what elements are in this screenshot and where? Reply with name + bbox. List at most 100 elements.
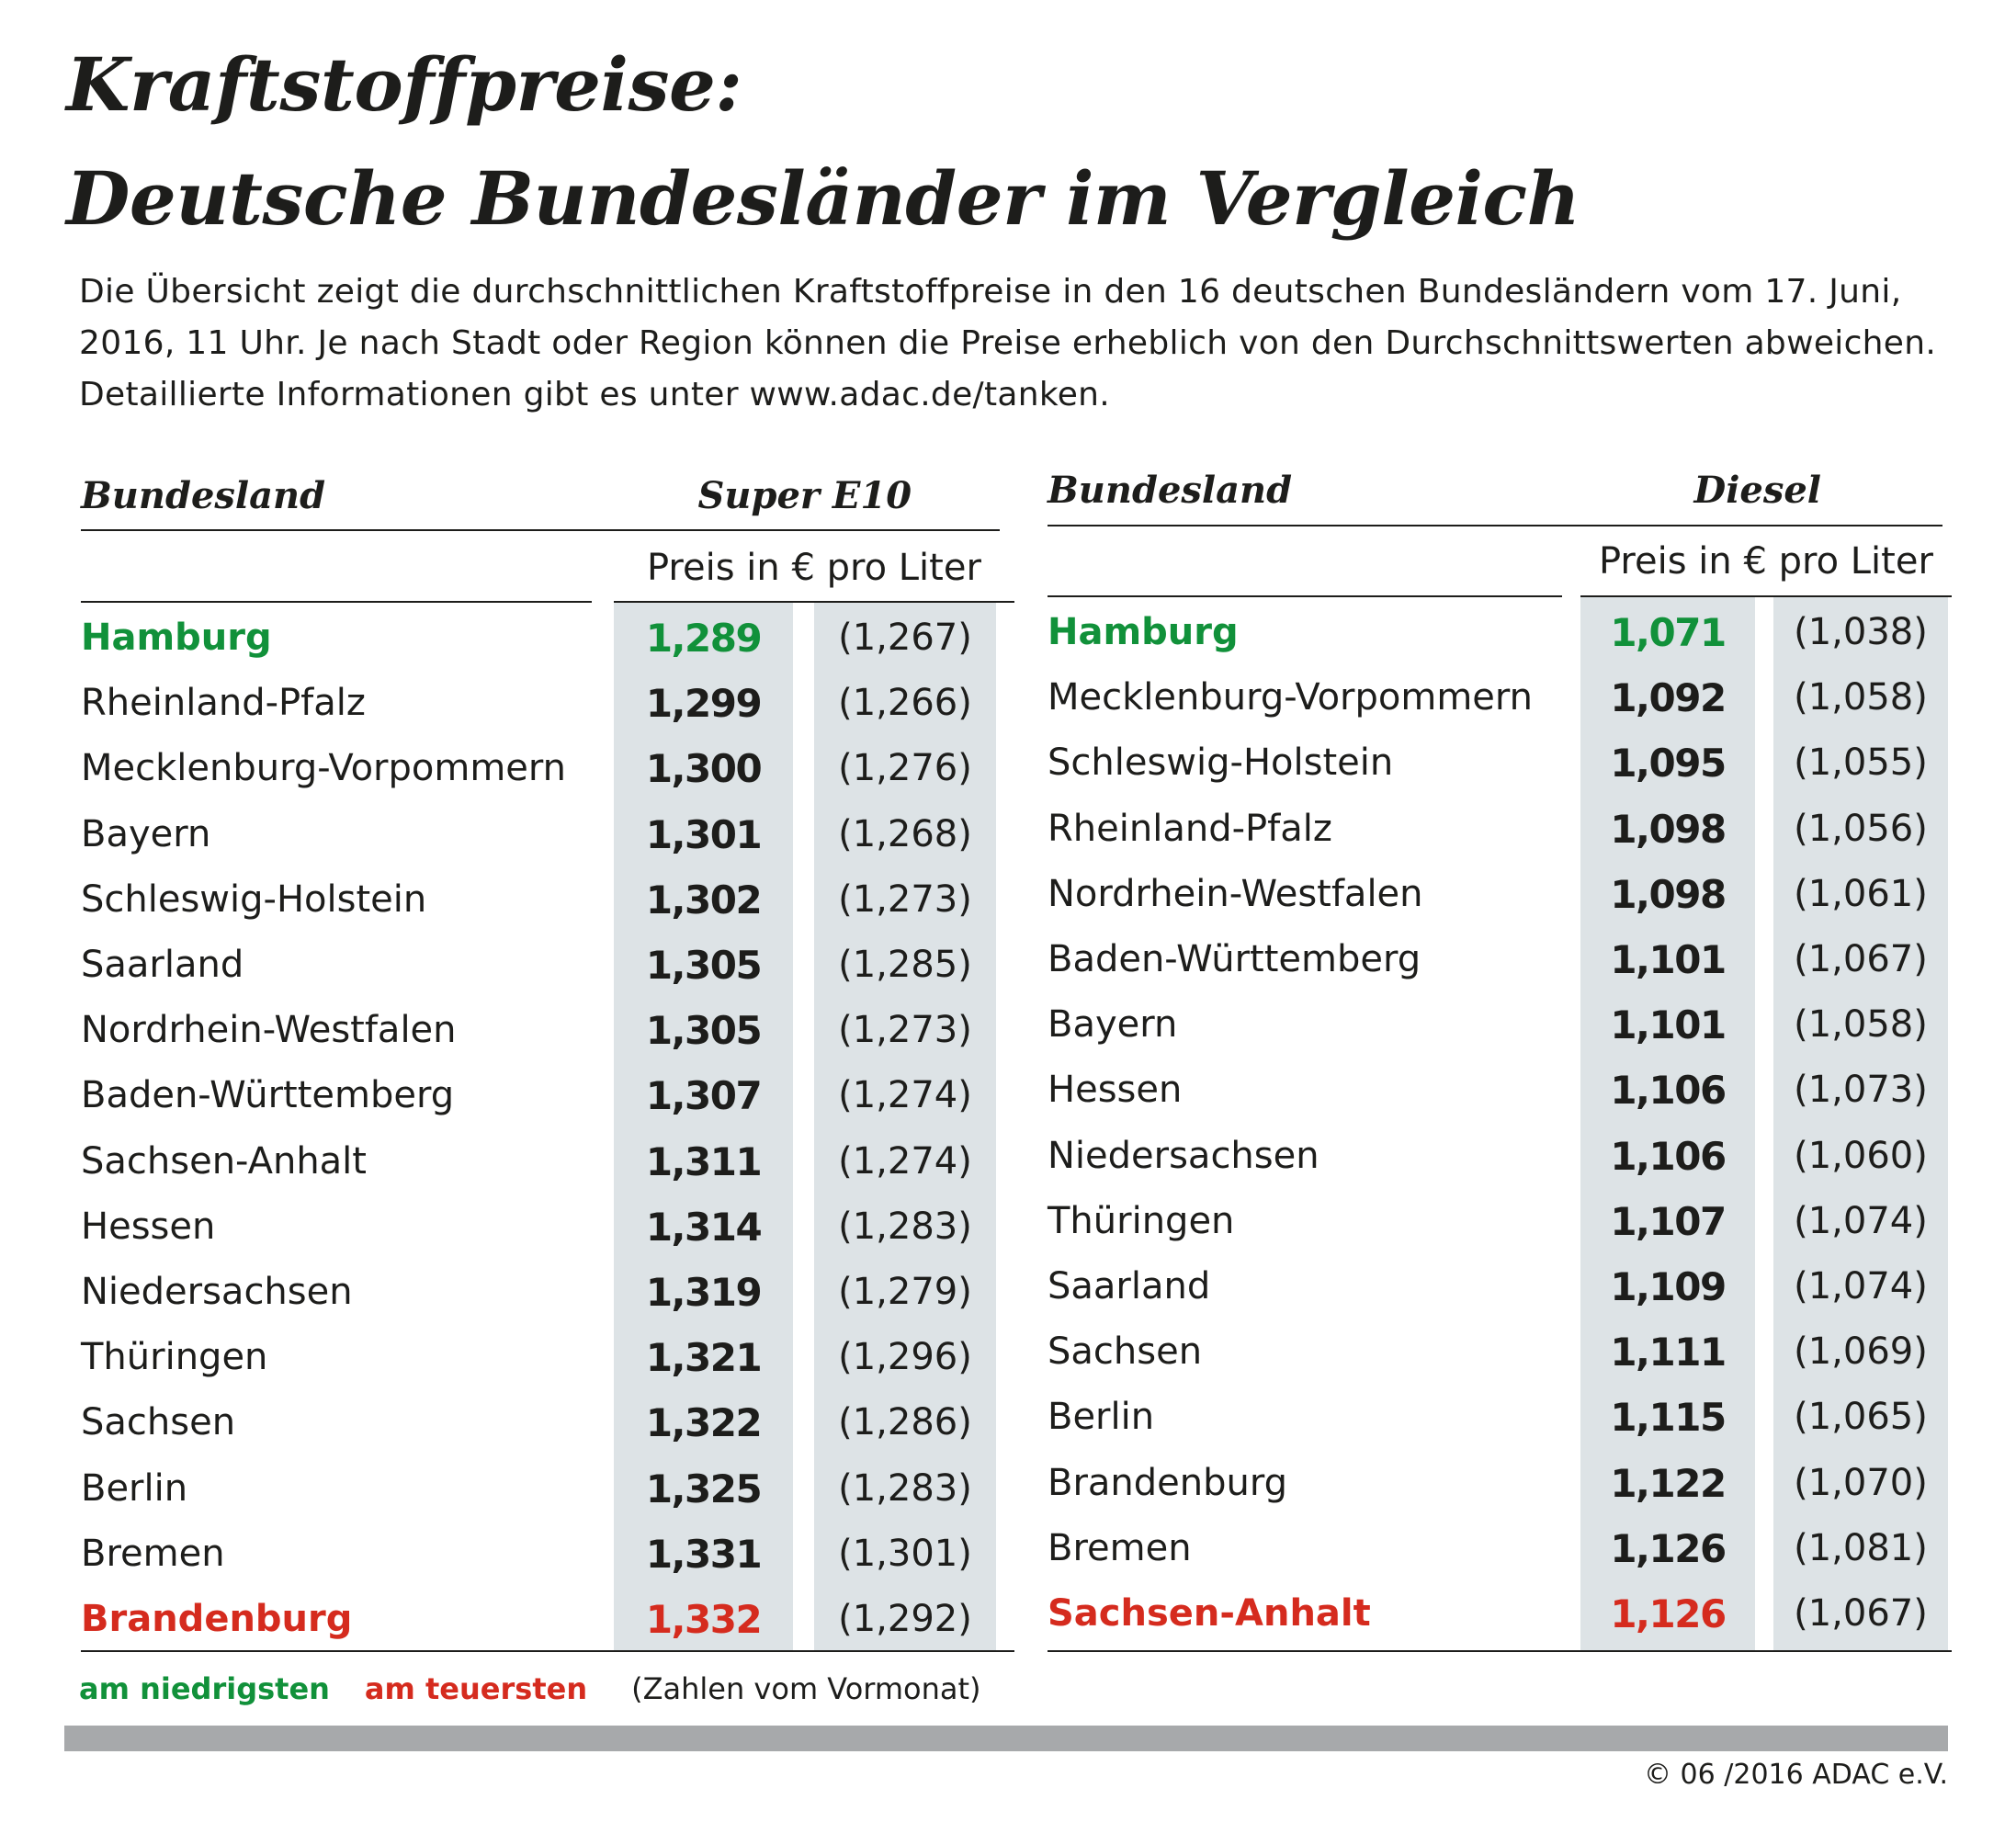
current-price: 1,305	[645, 943, 763, 988]
current-price: 1,101	[1610, 937, 1727, 982]
state-name: Berlin	[1048, 1396, 1155, 1439]
column-header-fuel: Super E10	[697, 474, 912, 517]
table-bottom-rule	[1048, 1650, 1952, 1652]
previous-month-price: (1,296)	[838, 1336, 972, 1379]
current-price: 1,332	[645, 1597, 763, 1642]
current-price: 1,126	[1610, 1525, 1727, 1571]
previous-month-price: (1,056)	[1794, 807, 1928, 850]
state-name: Nordrhein-Westfalen	[81, 1009, 457, 1052]
current-price: 1,300	[645, 746, 763, 792]
previous-month-price: (1,267)	[838, 617, 972, 659]
prev-column-shade	[1773, 597, 1948, 1650]
state-name: Baden-Württemberg	[1048, 938, 1421, 980]
page-title-line-1: Kraftstoffpreise:	[66, 41, 742, 128]
previous-month-price: (1,301)	[838, 1532, 972, 1575]
state-name: Brandenburg	[81, 1598, 353, 1640]
previous-month-price: (1,074)	[1794, 1265, 1928, 1307]
state-name: Baden-Württemberg	[81, 1074, 455, 1117]
current-price: 1,319	[645, 1270, 763, 1315]
state-name: Sachsen-Anhalt	[81, 1139, 367, 1183]
header-rule	[1048, 525, 1942, 526]
previous-month-price: (1,065)	[1794, 1396, 1928, 1439]
state-name: Niedersachsen	[81, 1271, 353, 1313]
state-name: Mecklenburg-Vorpommern	[1048, 676, 1533, 719]
intro-line-1: Die Übersicht zeigt die durchschnittlich…	[79, 273, 1902, 311]
intro-line-3: Detaillierte Informationen gibt es unter…	[79, 376, 1111, 413]
current-price: 1,101	[1610, 1002, 1727, 1048]
legend-note: (Zahlen vom Vormonat)	[631, 1671, 981, 1706]
column-header-fuel: Diesel	[1693, 469, 1822, 512]
previous-month-price: (1,273)	[838, 1009, 972, 1052]
current-price: 1,098	[1610, 871, 1727, 917]
current-price: 1,325	[645, 1466, 763, 1511]
previous-month-price: (1,058)	[1794, 1003, 1928, 1047]
state-name: Nordrhein-Westfalen	[1048, 872, 1423, 915]
previous-month-price: (1,273)	[838, 877, 972, 921]
current-price: 1,098	[1610, 806, 1727, 852]
current-price: 1,122	[1610, 1460, 1727, 1506]
previous-month-price: (1,070)	[1794, 1461, 1928, 1504]
previous-month-price: (1,067)	[1794, 1592, 1928, 1635]
state-name: Hessen	[1048, 1069, 1183, 1112]
current-price: 1,307	[645, 1073, 763, 1119]
state-name: Hamburg	[1048, 611, 1239, 653]
state-name: Berlin	[81, 1466, 188, 1510]
price-column-shade	[1580, 597, 1755, 1650]
state-name: Hessen	[81, 1205, 216, 1248]
subheader-rule-left	[81, 601, 592, 603]
current-price: 1,321	[645, 1335, 763, 1381]
previous-month-price: (1,055)	[1794, 741, 1928, 785]
current-price: 1,095	[1610, 741, 1727, 787]
previous-month-price: (1,069)	[1794, 1330, 1928, 1374]
current-price: 1,311	[645, 1138, 763, 1184]
footer-bar	[64, 1726, 1948, 1751]
unit-subheader: Preis in € pro Liter	[1599, 540, 1933, 583]
current-price: 1,071	[1610, 610, 1727, 655]
state-name: Brandenburg	[1048, 1461, 1287, 1504]
previous-month-price: (1,268)	[838, 812, 972, 855]
subheader-rule-left	[1048, 595, 1562, 597]
state-name: Rheinland-Pfalz	[81, 682, 366, 725]
current-price: 1,109	[1610, 1264, 1727, 1309]
current-price: 1,126	[1610, 1591, 1727, 1636]
intro-line-2: 2016, 11 Uhr. Je nach Stadt oder Region …	[79, 324, 1937, 362]
previous-month-price: (1,283)	[838, 1205, 972, 1248]
previous-month-price: (1,285)	[838, 944, 972, 986]
current-price: 1,115	[1610, 1395, 1727, 1441]
current-price: 1,106	[1610, 1068, 1727, 1114]
previous-month-price: (1,274)	[838, 1139, 972, 1183]
page-title-line-2: Deutsche Bundesländer im Vergleich	[66, 155, 1580, 242]
previous-month-price: (1,279)	[838, 1271, 972, 1313]
state-name: Sachsen-Anhalt	[1048, 1592, 1371, 1635]
previous-month-price: (1,038)	[1794, 611, 1928, 653]
previous-month-price: (1,058)	[1794, 676, 1928, 719]
state-name: Bayern	[1048, 1003, 1178, 1047]
state-name: Thüringen	[81, 1336, 268, 1379]
state-name: Saarland	[1048, 1265, 1211, 1307]
previous-month-price: (1,081)	[1794, 1526, 1928, 1569]
legend-highest: am teuersten	[364, 1671, 588, 1706]
current-price: 1,289	[645, 616, 763, 661]
state-name: Schleswig-Holstein	[1048, 741, 1394, 785]
state-name: Sachsen	[81, 1401, 236, 1444]
current-price: 1,314	[645, 1204, 763, 1250]
current-price: 1,302	[645, 877, 763, 922]
previous-month-price: (1,274)	[838, 1074, 972, 1117]
previous-month-price: (1,061)	[1794, 872, 1928, 915]
current-price: 1,106	[1610, 1133, 1727, 1179]
state-name: Mecklenburg-Vorpommern	[81, 747, 566, 790]
legend: am niedrigsten am teuersten (Zahlen vom Vo…	[79, 1674, 981, 1704]
legend-lowest: am niedrigsten	[79, 1671, 330, 1706]
subheader-rule-right	[614, 601, 1014, 603]
state-name: Schleswig-Holstein	[81, 877, 427, 921]
prev-column-shade	[814, 603, 996, 1650]
previous-month-price: (1,067)	[1794, 938, 1928, 980]
current-price: 1,111	[1610, 1330, 1727, 1375]
state-name: Saarland	[81, 944, 244, 986]
current-price: 1,331	[645, 1531, 763, 1577]
state-name: Bayern	[81, 812, 211, 855]
current-price: 1,092	[1610, 675, 1727, 721]
subheader-rule-right	[1580, 595, 1952, 597]
current-price: 1,299	[645, 681, 763, 727]
state-name: Rheinland-Pfalz	[1048, 807, 1332, 850]
